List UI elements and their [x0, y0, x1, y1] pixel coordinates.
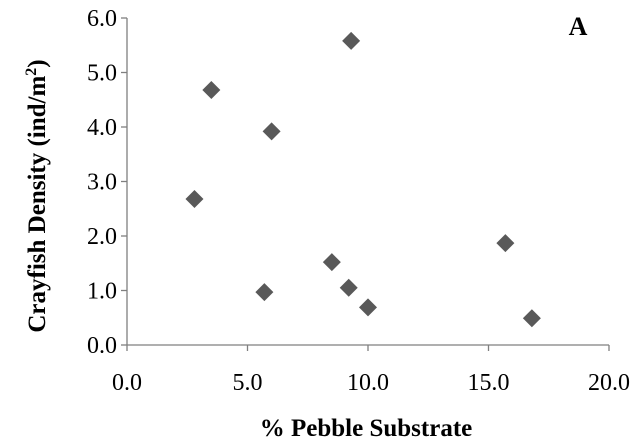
y-tick-label: 1.0	[87, 279, 117, 305]
data-point	[342, 31, 361, 50]
y-tick-label: 4.0	[87, 115, 117, 141]
x-axis-ticks: 0.0 5.0 10.0 15.0 20.0	[112, 345, 630, 396]
data-point	[522, 309, 541, 328]
x-tick-label: 20.0	[588, 370, 630, 396]
data-point	[202, 80, 221, 99]
x-tick-label: 10.0	[347, 370, 389, 396]
data-point	[262, 122, 281, 141]
data-point	[496, 234, 515, 253]
y-tick-label: 3.0	[87, 170, 117, 196]
y-axis-title: Crayfish Density (ind/m2)	[23, 59, 51, 332]
y-axis-ticks: 0.0 1.0 2.0 3.0 4.0 5.0 6.0	[87, 6, 127, 359]
data-point	[359, 298, 377, 317]
panel-label: A	[569, 12, 588, 41]
y-axis-title-superscript: 2	[23, 68, 40, 76]
y-tick-label: 2.0	[87, 224, 117, 250]
data-point	[185, 189, 204, 208]
x-axis-title: % Pebble Substrate	[260, 415, 473, 442]
y-axis-title-main: Crayfish Density (ind/m	[24, 76, 51, 333]
y-axis-title-close: )	[24, 59, 51, 67]
data-points	[185, 31, 541, 328]
y-tick-label: 6.0	[87, 6, 117, 32]
x-tick-label: 15.0	[468, 370, 510, 396]
x-tick-label: 5.0	[233, 370, 263, 396]
y-tick-label: 0.0	[87, 333, 117, 359]
y-tick-label: 5.0	[87, 61, 117, 87]
x-tick-label: 0.0	[112, 370, 142, 396]
data-point	[255, 283, 274, 302]
data-point	[339, 278, 358, 297]
data-point	[322, 253, 341, 272]
